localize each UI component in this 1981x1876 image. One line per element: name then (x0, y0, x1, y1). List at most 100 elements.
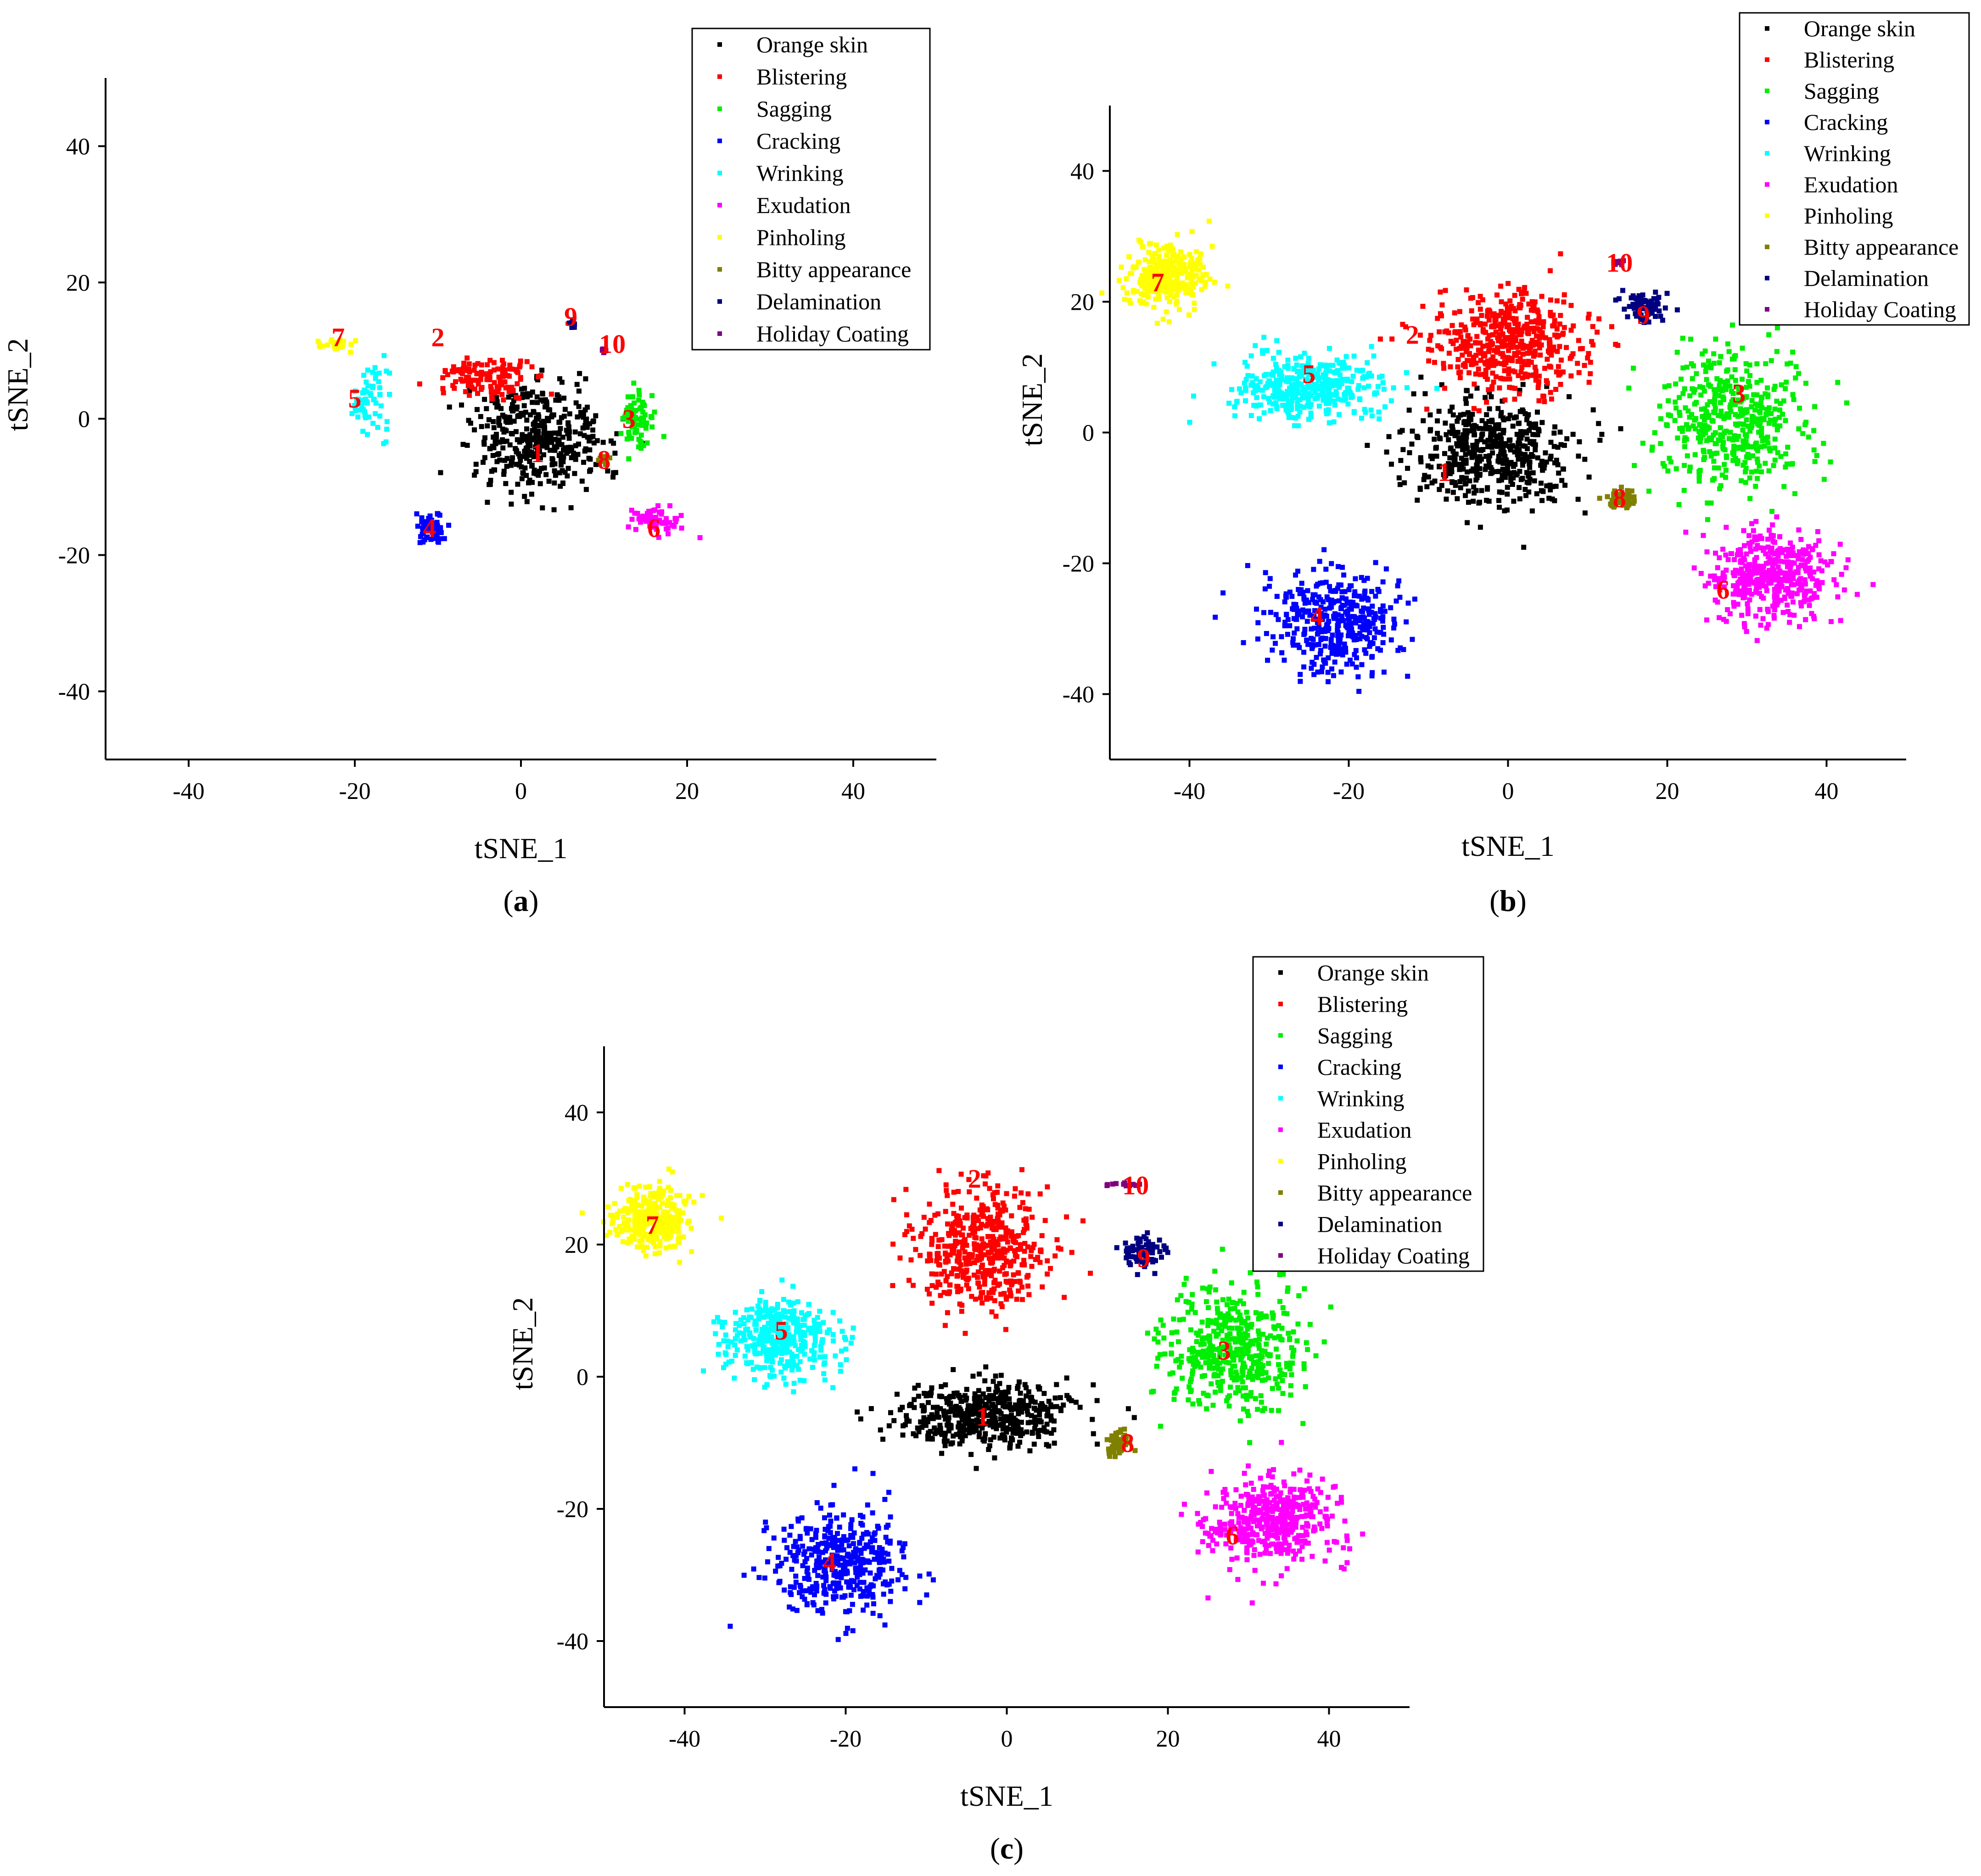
data-point (636, 516, 642, 522)
data-point (1345, 401, 1351, 407)
data-point (1380, 640, 1386, 645)
data-point (1337, 618, 1343, 624)
data-point (1119, 264, 1124, 270)
data-point (1344, 601, 1350, 606)
data-point (1465, 333, 1471, 339)
data-point (1335, 368, 1341, 373)
panel-b: -40 -20 0 20 4040200-20-40tSNE_1tSNE_2123456… (1016, 12, 1970, 918)
data-point (496, 415, 502, 421)
data-point (431, 530, 436, 535)
data-point (1791, 560, 1797, 566)
data-point (932, 1212, 938, 1218)
data-point (1778, 580, 1784, 586)
data-point (1796, 587, 1802, 593)
data-point (943, 1382, 948, 1388)
data-point (929, 1236, 935, 1241)
data-point (1186, 312, 1192, 318)
data-point (1688, 336, 1693, 342)
data-point (1712, 397, 1718, 402)
data-point (579, 478, 585, 484)
data-point (1254, 606, 1259, 612)
data-point (1619, 485, 1624, 490)
data-point (1381, 670, 1387, 675)
data-point (1242, 380, 1247, 386)
data-point (1011, 1426, 1016, 1431)
data-point (1274, 338, 1280, 343)
data-point (647, 523, 653, 529)
data-point (1699, 407, 1704, 412)
data-point (1701, 362, 1706, 368)
data-point (1463, 452, 1468, 457)
data-point (1586, 380, 1592, 385)
data-point (1371, 621, 1376, 626)
data-point (1301, 405, 1307, 410)
data-point (993, 1390, 998, 1395)
series-wrinking (349, 353, 392, 447)
data-point (1151, 305, 1157, 310)
data-point (943, 1430, 948, 1436)
data-point (1721, 397, 1726, 402)
data-point (1438, 311, 1443, 317)
data-point (428, 536, 434, 542)
data-point (1498, 452, 1503, 457)
data-point (583, 446, 588, 452)
data-point (1757, 533, 1763, 539)
data-point (1819, 568, 1824, 574)
data-point (1014, 1296, 1019, 1302)
data-point (1759, 594, 1764, 599)
data-point (1163, 260, 1168, 266)
data-point (1302, 626, 1308, 632)
data-point (1500, 321, 1506, 326)
data-point (1295, 642, 1301, 648)
data-point (913, 1433, 919, 1439)
data-point (1747, 362, 1752, 368)
data-point (1338, 651, 1344, 657)
data-point (1376, 409, 1382, 415)
data-point (1467, 450, 1472, 455)
data-point (1191, 266, 1196, 271)
data-point (381, 441, 386, 447)
data-point (1528, 341, 1534, 346)
data-point (1356, 689, 1362, 694)
data-point (1326, 597, 1331, 603)
data-point (1080, 1218, 1086, 1223)
data-point (1009, 1435, 1014, 1440)
data-point (1778, 401, 1783, 406)
data-point (1393, 598, 1399, 604)
data-point (626, 413, 631, 419)
data-point (1761, 564, 1766, 569)
data-point (1681, 488, 1687, 493)
data-point (1388, 398, 1394, 403)
data-point (1270, 369, 1276, 375)
data-point (1490, 341, 1495, 346)
data-point (1295, 380, 1301, 386)
data-point (488, 384, 493, 389)
data-point (373, 400, 379, 406)
data-point (481, 459, 486, 465)
data-point (1697, 439, 1703, 445)
data-point (1723, 552, 1729, 558)
data-point (1335, 650, 1341, 655)
data-point (1561, 369, 1566, 375)
data-point (1347, 389, 1352, 395)
data-point (957, 1431, 962, 1437)
data-point (1443, 473, 1449, 478)
data-point (1712, 401, 1717, 406)
data-point (1763, 437, 1769, 442)
data-point (1698, 571, 1704, 576)
data-point (472, 363, 478, 368)
data-point (1174, 302, 1179, 307)
data-point (1746, 541, 1752, 546)
data-point (1406, 408, 1412, 413)
data-point (989, 1403, 995, 1408)
data-point (1369, 344, 1374, 349)
data-point (1180, 280, 1185, 285)
data-point (1716, 576, 1722, 581)
data-point (1259, 348, 1265, 353)
data-point (981, 1413, 986, 1419)
data-point (1529, 338, 1535, 343)
data-point (1531, 353, 1536, 359)
data-point (1024, 1393, 1029, 1399)
data-point (1539, 420, 1545, 425)
data-point (1801, 547, 1806, 553)
